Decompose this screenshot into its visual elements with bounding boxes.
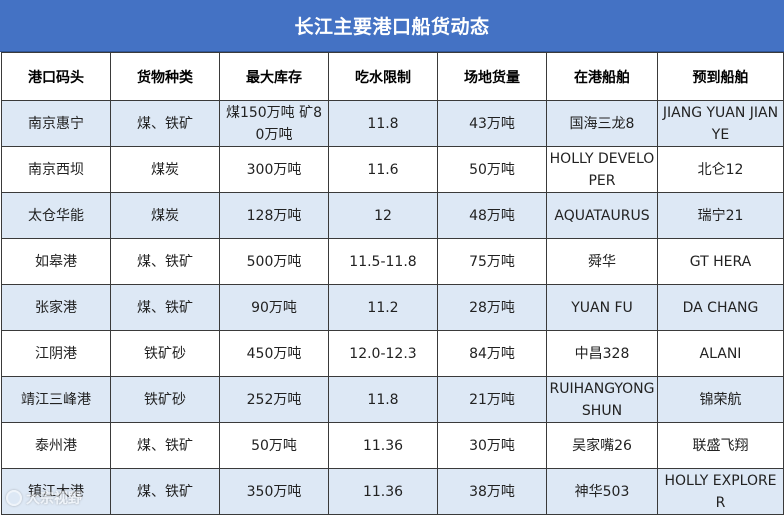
cell-draft-limit: 11.8 [328, 100, 438, 147]
column-header-draft-limit: 吃水限制 [328, 52, 438, 101]
cell-port: 南京惠宁 [1, 100, 111, 147]
cell-yard-volume: 48万吨 [437, 192, 547, 239]
cell-port: 江阴港 [1, 330, 111, 377]
cell-ships-in-port: AQUATAURUS [546, 192, 658, 239]
cell-ships-in-port: RUIHANGYONGSHUN [546, 376, 658, 423]
column-header-max-inventory: 最大库存 [219, 52, 329, 101]
column-header-cargo-type: 货物种类 [110, 52, 220, 101]
table-row: 南京惠宁 煤、铁矿 煤150万吨 矿80万吨 11.8 43万吨 国海三龙8 J… [1, 100, 784, 147]
cell-max-inventory: 90万吨 [219, 284, 329, 331]
header-row: 港口码头 货物种类 最大库存 吃水限制 场地货量 在港船舶 预到船舶 [1, 52, 784, 101]
cell-yard-volume: 43万吨 [437, 100, 547, 147]
watermark: 大宗视野 [6, 488, 82, 508]
cell-port: 泰州港 [1, 422, 111, 469]
column-header-port: 港口码头 [1, 52, 111, 101]
cell-max-inventory: 500万吨 [219, 238, 329, 285]
cell-port: 太仓华能 [1, 192, 111, 239]
cell-draft-limit: 11.36 [328, 422, 438, 469]
table-title-bar: 长江主要港口船货动态 [0, 0, 784, 52]
cell-ships-in-port: 吴家嘴26 [546, 422, 658, 469]
table-row: 靖江三峰港 铁矿砂 252万吨 11.8 21万吨 RUIHANGYONGSHU… [1, 376, 784, 423]
table-row: 江阴港 铁矿砂 450万吨 12.0-12.3 84万吨 中昌328 ALANI [1, 330, 784, 377]
cell-cargo-type: 煤炭 [110, 146, 220, 193]
cell-draft-limit: 11.6 [328, 146, 438, 193]
cell-max-inventory: 50万吨 [219, 422, 329, 469]
cell-ships-in-port: YUAN FU [546, 284, 658, 331]
cell-draft-limit: 12.0-12.3 [328, 330, 438, 377]
cell-yard-volume: 75万吨 [437, 238, 547, 285]
cell-max-inventory: 煤150万吨 矿80万吨 [219, 100, 329, 147]
cell-max-inventory: 450万吨 [219, 330, 329, 377]
cell-expected-ships: HOLLY EXPLORER [657, 468, 784, 515]
cell-port: 靖江三峰港 [1, 376, 111, 423]
cell-ships-in-port: 神华503 [546, 468, 658, 515]
cell-ships-in-port: HOLLY DEVELOPER [546, 146, 658, 193]
cell-port: 张家港 [1, 284, 111, 331]
table-row: 张家港 煤、铁矿 90万吨 11.2 28万吨 YUAN FU DA CHANG [1, 284, 784, 331]
cell-ships-in-port: 舜华 [546, 238, 658, 285]
cell-cargo-type: 煤、铁矿 [110, 422, 220, 469]
cell-max-inventory: 252万吨 [219, 376, 329, 423]
cell-expected-ships: 锦荣航 [657, 376, 784, 423]
cell-cargo-type: 煤、铁矿 [110, 468, 220, 515]
cell-port: 如皋港 [1, 238, 111, 285]
cell-yard-volume: 38万吨 [437, 468, 547, 515]
watermark-logo-icon [6, 490, 22, 506]
table-row: 镇江大港 煤、铁矿 350万吨 11.36 38万吨 神华503 HOLLY E… [1, 468, 784, 515]
cell-ships-in-port: 中昌328 [546, 330, 658, 377]
cell-yard-volume: 30万吨 [437, 422, 547, 469]
cell-cargo-type: 煤、铁矿 [110, 100, 220, 147]
cell-max-inventory: 128万吨 [219, 192, 329, 239]
cell-draft-limit: 11.8 [328, 376, 438, 423]
cell-expected-ships: 北仑12 [657, 146, 784, 193]
column-header-expected-ships: 预到船舶 [657, 52, 784, 101]
cell-yard-volume: 28万吨 [437, 284, 547, 331]
cell-draft-limit: 11.2 [328, 284, 438, 331]
cell-expected-ships: 瑞宁21 [657, 192, 784, 239]
table-row: 太仓华能 煤炭 128万吨 12 48万吨 AQUATAURUS 瑞宁21 [1, 192, 784, 239]
cell-draft-limit: 12 [328, 192, 438, 239]
table-row: 泰州港 煤、铁矿 50万吨 11.36 30万吨 吴家嘴26 联盛飞翔 [1, 422, 784, 469]
port-cargo-table: 港口码头 货物种类 最大库存 吃水限制 场地货量 在港船舶 预到船舶 南京惠宁 … [1, 52, 784, 515]
cell-yard-volume: 21万吨 [437, 376, 547, 423]
cell-expected-ships: ALANI [657, 330, 784, 377]
cell-expected-ships: 联盛飞翔 [657, 422, 784, 469]
cell-max-inventory: 350万吨 [219, 468, 329, 515]
cell-yard-volume: 84万吨 [437, 330, 547, 377]
cell-ships-in-port: 国海三龙8 [546, 100, 658, 147]
cell-draft-limit: 11.5-11.8 [328, 238, 438, 285]
cell-cargo-type: 煤、铁矿 [110, 238, 220, 285]
cell-cargo-type: 铁矿砂 [110, 376, 220, 423]
cell-cargo-type: 煤炭 [110, 192, 220, 239]
cell-cargo-type: 煤、铁矿 [110, 284, 220, 331]
watermark-text: 大宗视野 [26, 491, 82, 507]
column-header-ships-in-port: 在港船舶 [546, 52, 658, 101]
column-header-yard-volume: 场地货量 [437, 52, 547, 101]
cell-expected-ships: JIANG YUAN JIAN YE [657, 100, 784, 147]
cell-max-inventory: 300万吨 [219, 146, 329, 193]
cell-expected-ships: DA CHANG [657, 284, 784, 331]
cell-port: 南京西坝 [1, 146, 111, 193]
table-row: 如皋港 煤、铁矿 500万吨 11.5-11.8 75万吨 舜华 GT HERA [1, 238, 784, 285]
cell-expected-ships: GT HERA [657, 238, 784, 285]
cell-yard-volume: 50万吨 [437, 146, 547, 193]
cell-port: 镇江大港 [1, 468, 111, 515]
table-row: 南京西坝 煤炭 300万吨 11.6 50万吨 HOLLY DEVELOPER … [1, 146, 784, 193]
cell-cargo-type: 铁矿砂 [110, 330, 220, 377]
table-title: 长江主要港口船货动态 [294, 16, 490, 38]
cell-draft-limit: 11.36 [328, 468, 438, 515]
